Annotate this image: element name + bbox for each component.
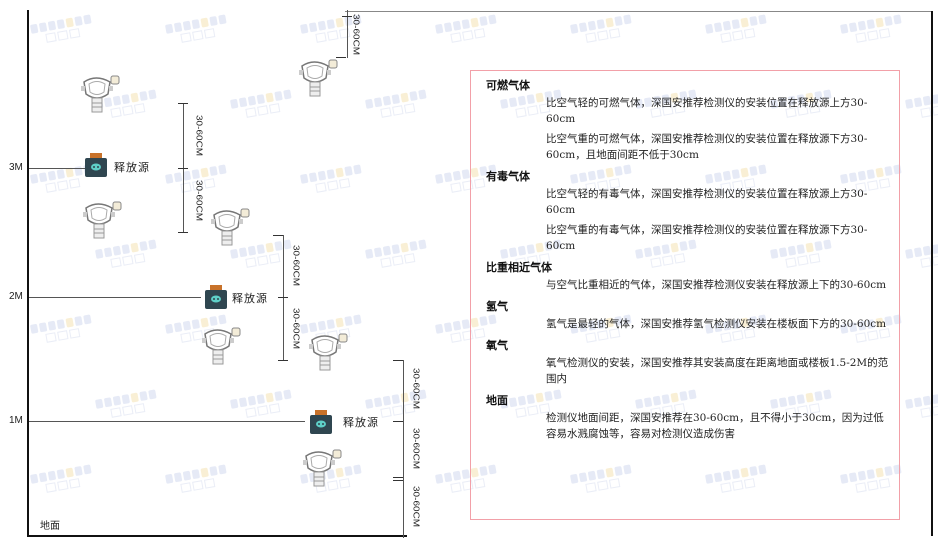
dimension-tick xyxy=(393,477,403,478)
level-2m-line xyxy=(29,297,201,298)
dimension-tick xyxy=(273,235,283,236)
note-text: 氧气检测仪的安装，深国安推荐其安装高度在距离地面或楼板1.5-2M的范围内 xyxy=(546,357,889,385)
note-text: 比空气轻的可燃气体，深国安推荐检测仪的安装位置在释放源上方30-60cm xyxy=(546,97,868,125)
watermark-logo xyxy=(95,389,157,418)
level-1m-line xyxy=(29,421,305,422)
dimension-tick xyxy=(393,480,403,481)
dimension-line xyxy=(347,10,348,58)
watermark-logo xyxy=(230,89,292,118)
watermark-logo xyxy=(705,14,767,43)
dimension-label: 30-60CM xyxy=(194,115,203,157)
gas-detector-icon xyxy=(80,198,124,242)
note-text: 与空气比重相近的气体，深国安推荐检测仪安装在释放源上下的30-60cm xyxy=(546,279,887,291)
dimension-label: 30-60CM xyxy=(351,14,360,56)
dimension-tick xyxy=(278,360,288,361)
dimension-line xyxy=(283,235,284,361)
note-heading: 氧气 xyxy=(486,339,508,352)
note-section: 地面 检测仪地面间距，深国安推荐在30-60cm，且不得小于30cm，因为过低容… xyxy=(486,393,889,444)
watermark-logo xyxy=(30,314,92,343)
right-wall xyxy=(931,11,933,536)
note-text: 氢气是最轻的气体，深国安推荐氢气检测仪安装在楼板面下方的30-60cm xyxy=(546,318,887,330)
level-2m-label: 2M xyxy=(9,291,23,302)
watermark-logo xyxy=(905,394,938,418)
dimension-label: 30-60CM xyxy=(411,368,420,410)
release-source-label: 释放源 xyxy=(343,416,379,429)
note-heading: 地面 xyxy=(486,394,508,407)
watermark-logo xyxy=(905,244,938,268)
note-text: 检测仪地面间距，深国安推荐在30-60cm，且不得小于30cm，因为过低容易水溅… xyxy=(546,412,884,440)
note-section: 比重相近气体 与空气比重相近的气体，深国安推荐检测仪安装在释放源上下的30-60… xyxy=(486,260,889,295)
dimension-tick xyxy=(336,57,346,58)
watermark-logo xyxy=(165,464,227,493)
watermark-logo xyxy=(570,14,632,43)
height-axis xyxy=(27,10,29,537)
gas-detector-icon xyxy=(306,330,350,374)
dimension-tick xyxy=(178,232,188,233)
dimension-label: 30-60CM xyxy=(291,245,300,287)
watermark-logo xyxy=(905,94,938,118)
release-source-icon xyxy=(308,409,334,435)
ceiling-line xyxy=(345,11,933,12)
note-section: 氧气 氧气检测仪的安装，深国安推荐其安装高度在距离地面或楼板1.5-2M的范围内 xyxy=(486,338,889,389)
watermark-logo xyxy=(365,89,427,118)
gas-detector-icon xyxy=(199,324,243,368)
dimension-tick xyxy=(393,421,403,422)
dimension-tick xyxy=(342,16,352,17)
watermark-logo xyxy=(165,14,227,43)
note-heading: 可燃气体 xyxy=(486,79,530,92)
ground-line xyxy=(27,535,407,537)
release-source-icon xyxy=(203,284,229,310)
watermark-logo xyxy=(230,389,292,418)
dimension-label: 30-60CM xyxy=(411,428,420,470)
watermark-logo xyxy=(435,14,497,43)
gas-detector-icon xyxy=(300,446,344,490)
dimension-tick xyxy=(278,297,288,298)
release-source-label: 释放源 xyxy=(232,292,268,305)
note-heading: 比重相近气体 xyxy=(486,261,552,274)
dimension-tick xyxy=(393,360,403,361)
watermark-logo xyxy=(95,239,157,268)
dimension-line xyxy=(403,360,404,538)
note-text: 比空气重的有毒气体，深国安推荐检测仪的安装位置在释放源下方30-60cm xyxy=(546,224,868,252)
watermark-logo xyxy=(300,164,362,193)
gas-detector-icon xyxy=(296,56,340,100)
dimension-label: 30-60CM xyxy=(411,486,420,528)
note-section: 有毒气体 比空气轻的有毒气体，深国安推荐检测仪的安装位置在释放源上方30-60c… xyxy=(486,169,889,256)
level-3m-label: 3M xyxy=(9,162,23,173)
ground-label: 地面 xyxy=(40,521,60,532)
note-heading: 氢气 xyxy=(486,300,508,313)
watermark-logo xyxy=(30,464,92,493)
dimension-label: 30-60CM xyxy=(194,180,203,222)
level-1m-label: 1M xyxy=(9,415,23,426)
release-source-icon xyxy=(83,152,109,178)
note-text: 比空气轻的有毒气体，深国安推荐检测仪的安装位置在释放源上方30-60cm xyxy=(546,188,868,216)
dimension-tick xyxy=(178,103,188,104)
gas-detector-icon xyxy=(208,205,252,249)
watermark-logo xyxy=(30,14,92,43)
note-section: 可燃气体 比空气轻的可燃气体，深国安推荐检测仪的安装位置在释放源上方30-60c… xyxy=(486,78,889,165)
dimension-label: 30-60CM xyxy=(291,308,300,350)
note-text: 比空气重的可燃气体，深国安推荐检测仪的安装位置在释放源下方30-60cm，且地面… xyxy=(546,133,868,161)
release-source-label: 释放源 xyxy=(114,161,150,174)
level-3m-line xyxy=(29,168,85,169)
note-section: 氢气 氢气是最轻的气体，深国安推荐氢气检测仪安装在楼板面下方的30-60cm xyxy=(486,299,889,334)
watermark-logo xyxy=(840,14,902,43)
watermark-logo xyxy=(365,239,427,268)
note-heading: 有毒气体 xyxy=(486,170,530,183)
dimension-tick xyxy=(178,168,188,169)
installation-notes-box: 可燃气体 比空气轻的可燃气体，深国安推荐检测仪的安装位置在释放源上方30-60c… xyxy=(470,70,900,520)
gas-detector-icon xyxy=(78,72,122,116)
